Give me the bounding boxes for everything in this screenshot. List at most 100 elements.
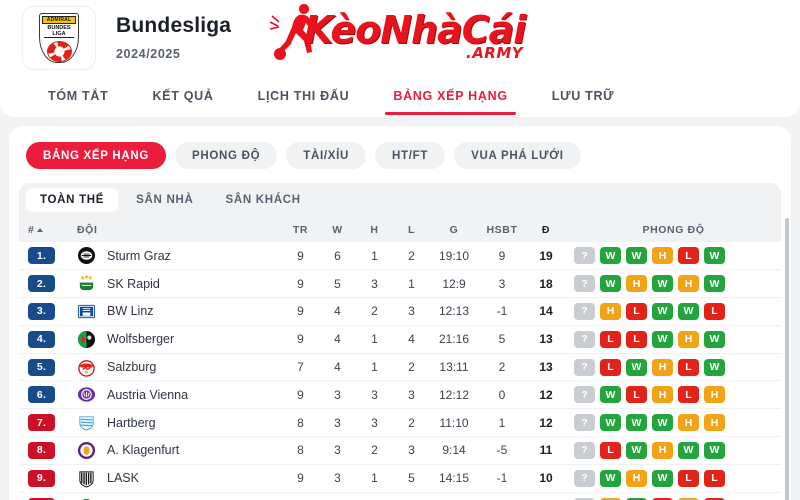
form-badge-label: H — [684, 333, 693, 346]
cell-team[interactable]: Austria Vienna — [67, 381, 282, 409]
view-pill-0[interactable]: BẢNG XẾP HẠNG — [26, 142, 167, 169]
rank-badge: 7. — [28, 414, 55, 432]
cell-rank: 7. — [19, 409, 67, 437]
form-badge-label: L — [685, 472, 692, 485]
col-points[interactable]: Đ — [526, 217, 566, 242]
cell-points: 14 — [539, 304, 553, 319]
vertical-scrollbar[interactable] — [785, 218, 789, 500]
main-tab-1[interactable]: KẾT QUẢ — [130, 75, 235, 117]
col-loss[interactable]: L — [393, 217, 430, 242]
main-tab-label: LỊCH THI ĐẤU — [257, 89, 350, 103]
table-row[interactable]: 3. BW Linz 9 4 2 3 12:13 -1 14 ? H L W W L — [19, 298, 781, 326]
venue-tab-0[interactable]: TOÀN THỂ — [26, 188, 119, 212]
form-badge-w: W — [678, 441, 699, 459]
col-rank[interactable]: # — [19, 217, 67, 242]
watermark-brand: KèoNhàCái — [304, 8, 526, 52]
form-badge-label: H — [658, 388, 667, 401]
form-badge-w: W — [600, 469, 621, 487]
cell-team[interactable]: SK Rapid — [67, 270, 282, 298]
cell-team[interactable]: Wolfsberger — [67, 325, 282, 353]
table-row[interactable]: 9. LASK 9 3 1 5 14:15 -1 10 ? W H W L L — [19, 464, 781, 493]
form-badge-label: L — [633, 305, 640, 318]
footballer-silhouette-icon — [269, 4, 315, 60]
form-badge-w: W — [626, 358, 647, 376]
team-name: A. Klagenfurt — [107, 443, 180, 458]
main-tab-4[interactable]: LƯU TRỮ — [530, 75, 636, 117]
venue-tab-2[interactable]: SÂN KHÁCH — [211, 188, 314, 212]
form-badge-l: L — [626, 302, 647, 320]
scrollbar-thumb[interactable] — [785, 218, 789, 500]
cell-team[interactable]: Hartberg — [67, 409, 282, 437]
venue-tab-label: TOÀN THỂ — [40, 194, 105, 206]
cell-team[interactable]: Salzburg — [67, 353, 282, 381]
form-badge-w: W — [626, 441, 647, 459]
table-row[interactable]: 2. SK Rapid 9 5 3 1 12:9 3 18 ? W H W H W — [19, 270, 781, 298]
table-row[interactable]: 8. A. Klagenfurt 8 3 2 3 9:14 -5 11 ? L W H… — [19, 437, 781, 465]
main-nav-tabs: TÓM TẮT KẾT QUẢ LỊCH THI ĐẤU BẢNG XẾP HẠNG L… — [0, 75, 800, 117]
col-played[interactable]: TR — [282, 217, 319, 242]
col-team[interactable]: ĐỘI — [67, 217, 282, 242]
cell-form: ? W W H L W — [566, 242, 781, 270]
form-badge-l: L — [652, 497, 673, 500]
table-row[interactable]: 5. Salzburg 7 4 1 2 13:11 2 13 ? L W H L W — [19, 353, 781, 381]
cell-team[interactable]: A. Klagenfurt — [67, 437, 282, 465]
form-badge-label: L — [711, 305, 718, 318]
col-win[interactable]: W — [319, 217, 356, 242]
form-badge-label: W — [657, 472, 668, 485]
form-badges: ? H W L H L — [566, 497, 781, 500]
cell-goals: 12:12 — [438, 387, 470, 402]
main-tab-3[interactable]: BẢNG XẾP HẠNG — [371, 75, 529, 117]
team-name: Wolfsberger — [107, 332, 175, 347]
view-pill-3[interactable]: HT/FT — [375, 142, 446, 169]
rank-label: 7. — [36, 416, 47, 429]
table-row[interactable]: 10. Tirol 9 2 3 4 8:11 -3 9 ? H W L H L — [19, 492, 781, 500]
cell-team[interactable]: Sturm Graz — [67, 242, 282, 270]
form-badge-label: L — [633, 333, 640, 346]
form-badge-label: W — [605, 249, 616, 262]
cell-loss: 2 — [408, 248, 415, 263]
cell-points: 12 — [539, 415, 553, 430]
cell-team[interactable]: Tirol — [67, 492, 282, 500]
cell-draw: 1 — [371, 471, 378, 486]
form-badge-w: W — [652, 414, 673, 432]
cell-form: ? W L H L H — [566, 381, 781, 409]
cell-form: ? H L W W L — [566, 298, 781, 326]
form-badge-h: H — [600, 497, 621, 500]
table-row[interactable]: 4. Wolfsberger 9 4 1 4 21:16 5 13 ? L L W H W — [19, 325, 781, 354]
rank-badge: 2. — [28, 275, 55, 293]
table-row[interactable]: 1. Sturm Graz 9 6 1 2 19:10 9 19 ? W W H L W — [19, 242, 781, 270]
col-draw[interactable]: H — [356, 217, 393, 242]
form-badges: ? L L W H W — [566, 330, 781, 348]
form-badge-h: H — [678, 497, 699, 500]
venue-sub-tabs: TOÀN THỂ SÂN NHÀ SÂN KHÁCH — [19, 183, 781, 217]
form-badge-w: W — [652, 302, 673, 320]
table-row[interactable]: 6. Austria Vienna 9 3 3 3 12:12 0 12 ? W L… — [19, 381, 781, 409]
view-pill-4[interactable]: VUA PHÁ LƯỚI — [454, 142, 581, 169]
rank-label: 3. — [36, 305, 47, 318]
main-tab-label: KẾT QUẢ — [152, 89, 214, 103]
watermark-suffix: .ARMY — [466, 44, 524, 62]
form-badge-h: H — [704, 386, 725, 404]
table-row[interactable]: 7. Hartberg 8 3 3 2 11:10 1 12 ? W W W H H — [19, 409, 781, 437]
main-tab-0[interactable]: TÓM TẮT — [26, 75, 130, 117]
col-goal-difference[interactable]: HSBT — [478, 217, 526, 242]
standings-table: # ĐỘI TR W H L G HSBT Đ PHONG ĐỘ 1. Stur… — [19, 217, 781, 500]
cell-rank: 9. — [19, 464, 67, 492]
cell-points: 19 — [539, 248, 553, 263]
form-badge-label: H — [710, 416, 719, 429]
rank-badge: 8. — [28, 441, 55, 459]
view-pill-2[interactable]: TÀI/XỈU — [286, 142, 367, 169]
main-tab-2[interactable]: LỊCH THI ĐẤU — [236, 75, 372, 117]
col-goals[interactable]: G — [430, 217, 478, 242]
cell-team[interactable]: LASK — [67, 464, 282, 492]
venue-tab-label: SÂN NHÀ — [136, 194, 194, 206]
form-badge-label: W — [683, 444, 694, 457]
cell-team[interactable]: BW Linz — [67, 298, 282, 326]
form-badge-label: H — [658, 444, 667, 457]
venue-tab-1[interactable]: SÂN NHÀ — [122, 188, 207, 212]
form-badge-w: W — [600, 386, 621, 404]
cell-win: 3 — [334, 443, 341, 458]
cell-loss: 3 — [408, 387, 415, 402]
form-badge-label: H — [658, 249, 667, 262]
view-pill-1[interactable]: PHONG ĐỘ — [175, 142, 278, 169]
